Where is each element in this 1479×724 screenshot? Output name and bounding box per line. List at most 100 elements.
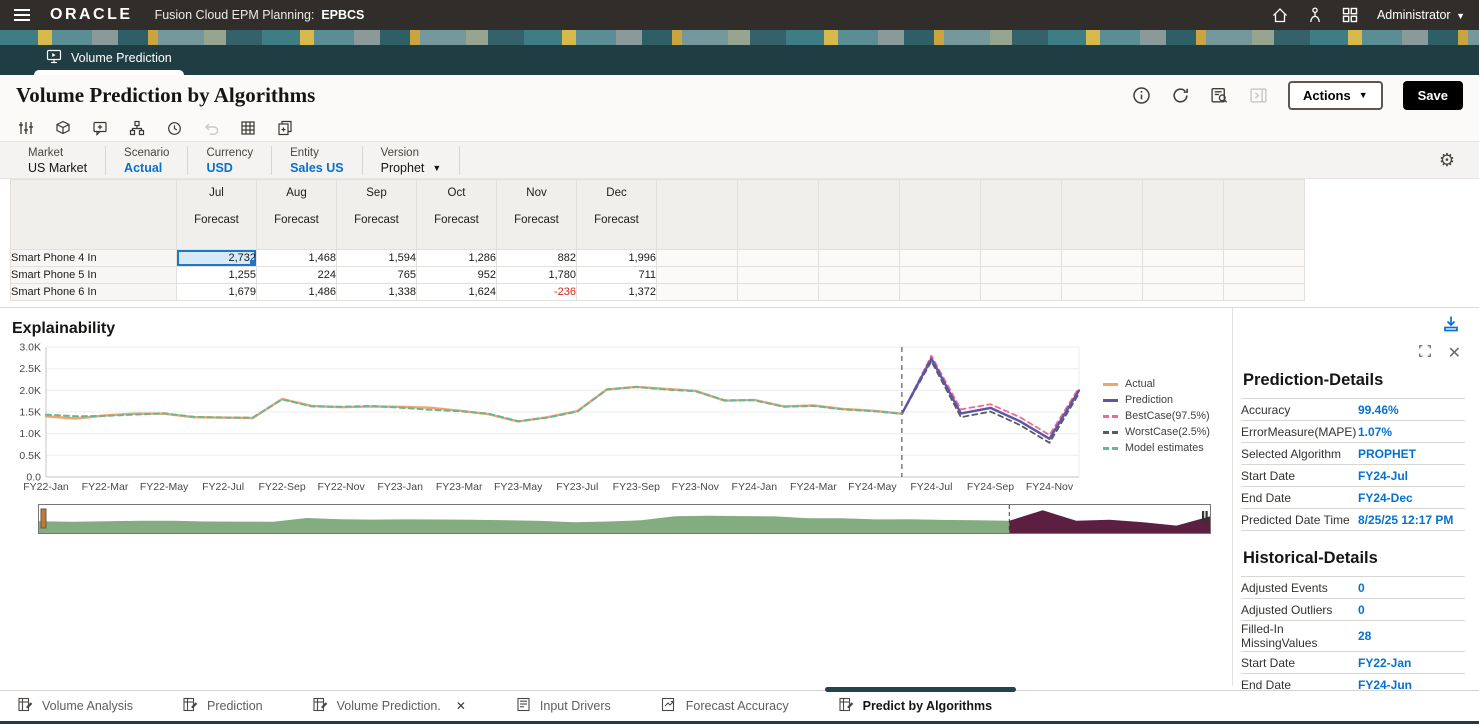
grid-cell[interactable]: 1,372 xyxy=(576,283,657,301)
grid-cell[interactable]: 1,255 xyxy=(176,266,257,284)
close-icon[interactable]: ✕ xyxy=(1447,344,1461,362)
detail-row: Selected Algorithm PROPHET xyxy=(1241,443,1465,465)
dimension-cube-icon[interactable] xyxy=(55,120,71,136)
grid-empty-cell[interactable] xyxy=(980,266,1062,284)
save-as-icon[interactable] xyxy=(277,120,293,136)
gear-icon[interactable]: ⚙ xyxy=(1438,150,1455,170)
grid-empty-cell[interactable] xyxy=(1223,283,1305,301)
undo-icon[interactable] xyxy=(203,120,219,136)
grid-cell[interactable]: 1,286 xyxy=(416,249,497,267)
grid-empty-cell[interactable] xyxy=(656,266,738,284)
grid-cell[interactable]: 1,624 xyxy=(416,283,497,301)
grid-empty-cell[interactable] xyxy=(818,283,900,301)
grid-row-header[interactable]: Smart Phone 6 In xyxy=(10,283,177,301)
download-icon[interactable] xyxy=(1441,314,1461,339)
grid-cell[interactable]: 224 xyxy=(256,266,337,284)
comment-icon[interactable] xyxy=(92,120,108,136)
grid-column-header[interactable]: Sep Forecast xyxy=(336,179,417,250)
grid-empty-cell[interactable] xyxy=(1142,283,1224,301)
expand-icon[interactable] xyxy=(1418,344,1432,363)
info-icon[interactable] xyxy=(1132,86,1151,105)
hierarchy-icon[interactable] xyxy=(129,120,145,136)
legend-item: Actual xyxy=(1103,378,1210,390)
grid-column-header[interactable]: Jul Forecast xyxy=(176,179,257,250)
pov-value[interactable]: Prophet ▼ xyxy=(380,160,442,175)
tab-volume-prediction[interactable]: Volume Prediction xyxy=(30,45,188,75)
bottom-tab-forecast-accuracy[interactable]: Forecast Accuracy xyxy=(659,693,791,719)
grid-empty-cell[interactable] xyxy=(656,283,738,301)
history-icon[interactable] xyxy=(166,120,182,136)
grid-empty-cell[interactable] xyxy=(1061,283,1143,301)
detail-row: ErrorMeasure(MAPE) 1.07% xyxy=(1241,421,1465,443)
grid-empty-cell[interactable] xyxy=(1061,249,1143,267)
grid-empty-cell[interactable] xyxy=(656,249,738,267)
grid-empty-cell[interactable] xyxy=(818,249,900,267)
legend-label: BestCase(97.5%) xyxy=(1125,410,1210,422)
pov-value[interactable]: US Market xyxy=(28,160,88,175)
grid-cell[interactable]: 1,594 xyxy=(336,249,417,267)
grid-empty-cell[interactable] xyxy=(737,249,819,267)
grid-empty-cell[interactable] xyxy=(1061,266,1143,284)
apps-grid-icon[interactable] xyxy=(1341,6,1359,24)
grid-empty-cell[interactable] xyxy=(1142,249,1224,267)
grid-row-header[interactable]: Smart Phone 5 In xyxy=(10,266,177,284)
bottom-tab-prediction[interactable]: Prediction xyxy=(181,693,265,719)
grid-empty-cell[interactable] xyxy=(737,283,819,301)
close-icon[interactable]: ✕ xyxy=(455,699,466,713)
grid-empty-cell[interactable] xyxy=(737,266,819,284)
grid-empty-cell[interactable] xyxy=(980,249,1062,267)
assistant-person-icon[interactable] xyxy=(1307,6,1323,24)
svg-text:FY23-May: FY23-May xyxy=(494,481,543,493)
grid-empty-cell[interactable] xyxy=(980,283,1062,301)
bottom-tab-volume-analysis[interactable]: Volume Analysis xyxy=(16,693,135,719)
grid-cell[interactable]: -236 xyxy=(496,283,577,301)
bottom-tab-volume-prediction[interactable]: Volume Prediction. ✕ xyxy=(311,693,468,719)
grid-empty-cell[interactable] xyxy=(899,249,981,267)
adjust-columns-icon[interactable] xyxy=(18,120,34,136)
collapse-panel-icon[interactable] xyxy=(1249,86,1268,105)
home-icon[interactable] xyxy=(1271,6,1289,24)
pov-value[interactable]: Sales US xyxy=(290,160,344,175)
legend-swatch xyxy=(1103,382,1118,386)
time-range-slider[interactable] xyxy=(38,504,1211,534)
range-slider-area[interactable] xyxy=(39,505,1210,533)
grid-cell[interactable]: 1,468 xyxy=(256,249,337,267)
refresh-icon[interactable] xyxy=(1171,86,1190,105)
grid-empty-cell[interactable] xyxy=(818,266,900,284)
grid-cell[interactable]: 1,679 xyxy=(176,283,257,301)
grid-empty-cell[interactable] xyxy=(1223,249,1305,267)
grid-icon[interactable] xyxy=(240,120,256,136)
bottom-tab-input-drivers[interactable]: Input Drivers xyxy=(514,693,613,719)
save-button[interactable]: Save xyxy=(1402,80,1463,110)
hamburger-icon[interactable] xyxy=(14,9,30,21)
actions-button-label: Actions xyxy=(1303,87,1351,103)
job-console-icon[interactable] xyxy=(1210,86,1229,105)
grid-cell[interactable]: 711 xyxy=(576,266,657,284)
chevron-down-icon: ▼ xyxy=(1358,90,1368,100)
grid-empty-header xyxy=(1142,179,1224,250)
grid-column-header[interactable]: Nov Forecast xyxy=(496,179,577,250)
grid-cell[interactable]: 2,732 xyxy=(176,249,257,267)
grid-cell[interactable]: 952 xyxy=(416,266,497,284)
bottom-tab-predict-by-algorithms[interactable]: Predict by Algorithms xyxy=(824,687,1017,719)
actions-button[interactable]: Actions ▼ xyxy=(1288,80,1383,110)
legend-label: Model estimates xyxy=(1125,442,1204,454)
grid-row-header[interactable]: Smart Phone 4 In xyxy=(10,249,177,267)
grid-empty-cell[interactable] xyxy=(899,266,981,284)
grid-cell[interactable]: 1,780 xyxy=(496,266,577,284)
grid-cell[interactable]: 1,996 xyxy=(576,249,657,267)
grid-column-header[interactable]: Oct Forecast xyxy=(416,179,497,250)
pov-value[interactable]: USD xyxy=(206,160,233,175)
details-panel: ✕ Prediction-Details Accuracy 99.46% Error… xyxy=(1232,308,1479,696)
grid-cell[interactable]: 1,338 xyxy=(336,283,417,301)
grid-cell[interactable]: 1,486 xyxy=(256,283,337,301)
user-menu[interactable]: Administrator ▼ xyxy=(1377,8,1465,22)
grid-column-header[interactable]: Aug Forecast xyxy=(256,179,337,250)
grid-column-header[interactable]: Dec Forecast xyxy=(576,179,657,250)
pov-value[interactable]: Actual xyxy=(124,160,163,175)
grid-cell[interactable]: 882 xyxy=(496,249,577,267)
grid-empty-cell[interactable] xyxy=(899,283,981,301)
grid-empty-cell[interactable] xyxy=(1223,266,1305,284)
grid-empty-cell[interactable] xyxy=(1142,266,1224,284)
grid-cell[interactable]: 765 xyxy=(336,266,417,284)
